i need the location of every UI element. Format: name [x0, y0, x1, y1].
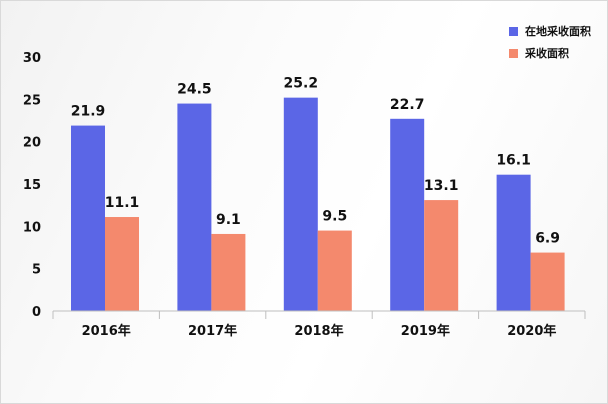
data-label-series2: 6.9 — [535, 231, 560, 247]
y-tick-label: 5 — [32, 263, 41, 278]
y-tick-label: 25 — [23, 93, 41, 108]
data-labels: 21.9 11.1 24.5 9.1 25.2 9.5 22.7 13.1 16.1 6.9 — [71, 76, 560, 247]
bar-series2 — [317, 230, 352, 311]
y-tick-label: 20 — [23, 136, 41, 151]
data-label-series1: 22.7 — [390, 97, 425, 113]
bar-series1 — [496, 174, 531, 311]
x-tick-label: 2020年 — [507, 323, 556, 339]
data-label-series1: 21.9 — [71, 104, 106, 120]
data-label-series2: 9.5 — [322, 209, 347, 225]
bar-series2 — [424, 200, 459, 311]
data-label-series1: 24.5 — [177, 82, 212, 98]
bar-series1 — [283, 97, 318, 311]
y-tick-label: 0 — [32, 305, 41, 320]
legend-item-series2: 采收面积 — [509, 47, 605, 61]
x-axis: 2016年 2017年 2018年 2019年 2020年 — [52, 310, 586, 339]
bar-series2 — [105, 217, 139, 311]
bar-series1 — [71, 125, 105, 311]
legend-swatch-series1 — [509, 27, 518, 36]
bars — [71, 97, 565, 311]
data-label-series1: 25.2 — [284, 76, 319, 92]
bar-series2 — [530, 252, 565, 311]
data-label-series2: 13.1 — [424, 178, 459, 194]
legend: 在地采收面积 采收面积 — [509, 25, 605, 69]
legend-label-series1: 在地采收面积 — [525, 25, 591, 38]
bar-series1 — [390, 118, 425, 311]
x-tick-label: 2019年 — [401, 323, 450, 339]
legend-item-series1: 在地采收面积 — [509, 25, 605, 39]
x-tick-label: 2017年 — [188, 323, 237, 339]
y-tick-label: 30 — [23, 51, 41, 66]
legend-swatch-series2 — [509, 49, 518, 58]
legend-label-series2: 采收面积 — [525, 47, 569, 60]
data-label-series1: 16.1 — [496, 153, 531, 169]
data-label-series2: 9.1 — [216, 212, 241, 228]
x-tick-label: 2016年 — [82, 323, 131, 339]
y-tick-label: 10 — [23, 220, 41, 235]
y-axis: 0 5 10 15 20 25 30 — [23, 51, 41, 320]
y-tick-label: 15 — [23, 178, 41, 193]
bar-series2 — [211, 233, 246, 311]
data-label-series2: 11.1 — [105, 195, 140, 211]
bar-series1 — [177, 103, 212, 311]
x-tick-label: 2018年 — [294, 323, 343, 339]
